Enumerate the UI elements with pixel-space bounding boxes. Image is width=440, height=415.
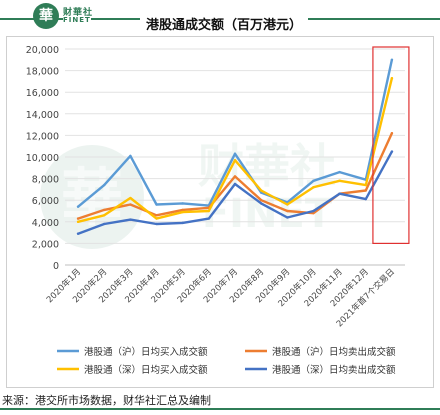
data-point-sz_sell <box>338 192 341 195</box>
data-point-sz_buy <box>76 220 80 223</box>
data-point-sz_buy <box>390 76 394 80</box>
data-point-sh_sell <box>233 175 237 178</box>
data-point-sz_sell <box>286 216 289 219</box>
data-point-sz_sell <box>312 209 315 213</box>
data-point-sh_sell <box>390 132 394 135</box>
data-point-sz_sell <box>129 218 132 221</box>
data-point-sz_sell <box>364 197 367 201</box>
y-tick-label: 4,000 <box>32 218 59 229</box>
data-point-sz_buy <box>286 203 289 206</box>
brand-logo: 華 <box>33 3 59 29</box>
legend-label: 港股通（沪）日均卖出成交额 <box>272 346 396 358</box>
y-tick-label: 0 <box>53 261 59 272</box>
data-point-sh_buy <box>129 154 132 158</box>
data-point-sh_sell <box>181 208 184 212</box>
data-point-sh_buy <box>76 205 80 208</box>
data-point-sz_buy <box>364 183 367 187</box>
data-point-sh_buy <box>103 183 106 187</box>
data-point-sz_buy <box>338 179 341 182</box>
y-tick-label: 8,000 <box>32 175 59 186</box>
data-point-sz_buy <box>129 196 132 200</box>
x-axis: 2020年1月2020年2月2020年3月2020年4月2020年5月2020年… <box>44 266 397 329</box>
data-point-sh_sell <box>155 214 158 217</box>
data-point-sz_sell <box>259 202 263 205</box>
data-point-sz_sell <box>181 221 184 225</box>
series-lines <box>76 58 394 235</box>
legend-label: 港股通（深）日均卖出成交额 <box>272 364 396 376</box>
y-tick-label: 6,000 <box>32 196 59 207</box>
y-tick-label: 16,000 <box>26 88 59 99</box>
data-point-sz_buy <box>207 209 211 213</box>
data-point-sz_buy <box>181 210 184 214</box>
source-note: 来源：港交所市场数据，财华社汇总及编制 <box>2 394 211 407</box>
data-point-sh_sell <box>259 199 263 202</box>
y-tick-label: 12,000 <box>26 131 59 142</box>
chart-panel: 華 财華社 FINET 0 2,000 4,000 6,000 8,000 10,000 1… <box>6 36 434 388</box>
chart-title: 港股通成交额（百万港元） <box>140 14 309 33</box>
data-point-sh_sell <box>76 217 80 220</box>
data-point-sh_buy <box>233 152 237 155</box>
data-point-sz_buy <box>233 159 237 162</box>
data-point-sz_sell <box>155 222 158 226</box>
legend-label: 港股通（沪）日均买入成交额 <box>84 346 208 358</box>
footer-divider <box>0 408 440 410</box>
y-tick-label: 20,000 <box>26 45 59 56</box>
data-point-sh_sell <box>312 211 315 215</box>
data-point-sh_buy <box>338 170 341 174</box>
data-point-sh_sell <box>129 203 132 206</box>
data-point-sh_sell <box>364 189 367 192</box>
brand-name: 财華社 <box>63 8 94 18</box>
data-point-sh_buy <box>390 58 394 61</box>
data-point-sh_buy <box>181 202 184 205</box>
y-axis: 0 2,000 4,000 6,000 8,000 10,000 12,000 14,000 1… <box>26 45 59 272</box>
data-point-sh_buy <box>312 179 315 182</box>
brand-sub: FINET <box>63 16 91 24</box>
data-point-sz_buy <box>103 214 106 217</box>
data-point-sz_buy <box>312 186 315 189</box>
highlight-box <box>372 46 410 244</box>
y-tick-label: 18,000 <box>26 67 59 78</box>
data-point-sz_sell <box>207 217 211 220</box>
data-point-sz_buy <box>155 217 158 220</box>
data-point-sz_buy <box>259 189 263 192</box>
y-tick-label: 14,000 <box>26 110 59 121</box>
legend-label: 港股通（深）日均买入成交额 <box>84 364 208 376</box>
data-point-sh_buy <box>155 203 158 206</box>
data-point-sh_sell <box>103 208 106 212</box>
data-point-sz_sell <box>103 222 106 226</box>
data-point-sz_sell <box>390 150 394 153</box>
y-tick-label: 10,000 <box>26 153 59 164</box>
line-chart: 華 财華社 FINET 02,0004,0006,0008,00010,0001… <box>26 45 410 376</box>
data-point-sh_sell <box>286 209 289 213</box>
data-point-sz_sell <box>76 232 80 235</box>
data-point-sz_sell <box>233 182 237 186</box>
y-tick-label: 2,000 <box>32 239 59 250</box>
